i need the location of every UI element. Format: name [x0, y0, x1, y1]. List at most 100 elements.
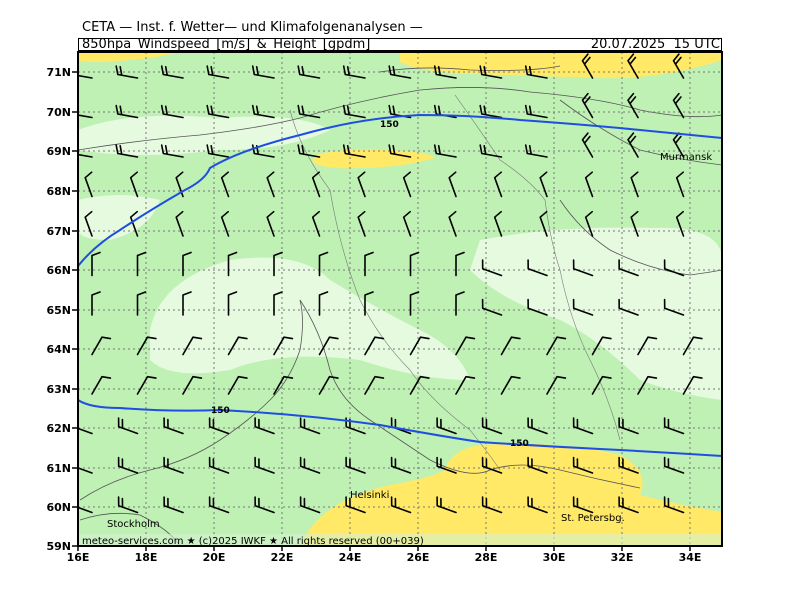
wind-barb: [182, 336, 203, 356]
wind-barb: [493, 171, 503, 198]
wind-barb: [91, 251, 101, 277]
wind-barb: [479, 65, 503, 79]
lat-label: 59N: [46, 540, 71, 553]
wind-barb: [182, 251, 192, 277]
wind-barb: [117, 496, 139, 514]
wind-barb: [627, 53, 639, 79]
footer-strip: [78, 534, 722, 546]
wind-barb: [527, 298, 548, 316]
wind-barb: [479, 104, 503, 119]
wind-band-yellow-nw: [78, 52, 180, 62]
wind-barb: [299, 496, 321, 514]
wind-barb: [163, 417, 184, 435]
wind-barb: [227, 336, 248, 356]
wind-barb: [345, 456, 366, 474]
wind-barb: [527, 417, 548, 435]
lat-label: 66N: [46, 264, 71, 277]
wind-barb: [311, 210, 321, 237]
wind-barb: [318, 251, 329, 277]
wind-barb: [682, 375, 703, 395]
wind-barb: [455, 251, 465, 277]
wind-barb: [273, 291, 283, 316]
wind-barb: [546, 375, 567, 395]
wind-barb: [481, 259, 503, 277]
lon-label: 30E: [543, 551, 566, 564]
wind-barb: [663, 417, 685, 435]
lat-label: 71N: [46, 66, 71, 79]
wind-barb: [91, 375, 112, 395]
wind-barb: [160, 144, 184, 158]
wind-barb: [78, 506, 93, 514]
wind-barb: [227, 375, 248, 395]
wind-barb: [160, 104, 184, 119]
wind-barb: [163, 496, 184, 514]
wind-barb: [251, 104, 275, 119]
lon-label: 18E: [135, 551, 158, 564]
wind-barb: [182, 291, 192, 316]
wind-barb: [117, 417, 139, 435]
wind-barb: [342, 65, 366, 79]
wind-barb: [627, 132, 639, 158]
wind-barb: [546, 336, 567, 356]
wind-barb: [618, 417, 639, 435]
wind-barb: [136, 336, 157, 356]
wind-barb: [160, 65, 184, 79]
lon-label: 28E: [475, 551, 498, 564]
wind-barb: [91, 291, 101, 316]
wind-barb: [220, 171, 230, 198]
city-stockholm: Stockholm: [107, 519, 160, 530]
wind-barb: [364, 251, 374, 277]
wind-barb: [581, 53, 594, 79]
wind-barb: [78, 114, 93, 119]
contour-south: [77, 399, 723, 457]
wind-barb: [584, 171, 594, 198]
lat-label: 65N: [46, 304, 71, 317]
wind-barb: [500, 375, 521, 395]
wind-barb: [175, 171, 184, 198]
wind-barb: [618, 298, 639, 316]
wind-barb: [591, 375, 612, 395]
wind-barb: [409, 291, 420, 316]
wind-barb: [357, 210, 366, 237]
wind-barb: [500, 336, 521, 356]
wind-barb: [266, 210, 275, 237]
wind-barb: [409, 336, 430, 356]
wind-barb: [402, 171, 412, 198]
city-helsinki: Helsinki: [350, 490, 389, 501]
wind-barb: [630, 171, 639, 198]
wind-barb: [254, 456, 275, 474]
lat-label: 67N: [46, 225, 71, 238]
wind-barb: [364, 291, 374, 316]
wind-barb: [455, 336, 476, 356]
wind-barb: [390, 456, 412, 474]
wind-barb: [364, 375, 385, 395]
wind-barb: [524, 104, 548, 119]
wind-barb: [78, 153, 93, 158]
wind-barb: [136, 291, 147, 316]
contour-label-north: 150: [380, 120, 399, 130]
wind-barb: [682, 336, 703, 356]
wind-barb: [129, 171, 139, 198]
lon-label: 24E: [339, 551, 362, 564]
wind-barb: [627, 92, 639, 119]
wind-barb: [273, 375, 294, 395]
wind-barb: [342, 144, 366, 158]
wind-barb: [78, 74, 93, 79]
wind-barb: [663, 456, 685, 474]
wind-barb: [318, 291, 329, 316]
wind-barb: [78, 427, 93, 435]
datetime: 20.07.2025 15 UTC: [590, 37, 720, 52]
longitude-axis: 16E 18E 20E 22E 24E 26E 28E 30E 32E 34E: [67, 546, 701, 564]
wind-barb: [227, 291, 238, 316]
wind-barb: [581, 92, 594, 119]
wind-barb: [208, 496, 230, 514]
wind-barb: [481, 496, 503, 514]
wind-band-yellow-lapland: [312, 149, 435, 169]
wind-barb: [227, 251, 238, 277]
wind-barb: [572, 259, 594, 277]
wind-barb: [539, 210, 548, 237]
wind-band-yellow-south: [300, 443, 722, 546]
wind-barb: [297, 144, 321, 158]
lon-label: 26E: [407, 551, 430, 564]
